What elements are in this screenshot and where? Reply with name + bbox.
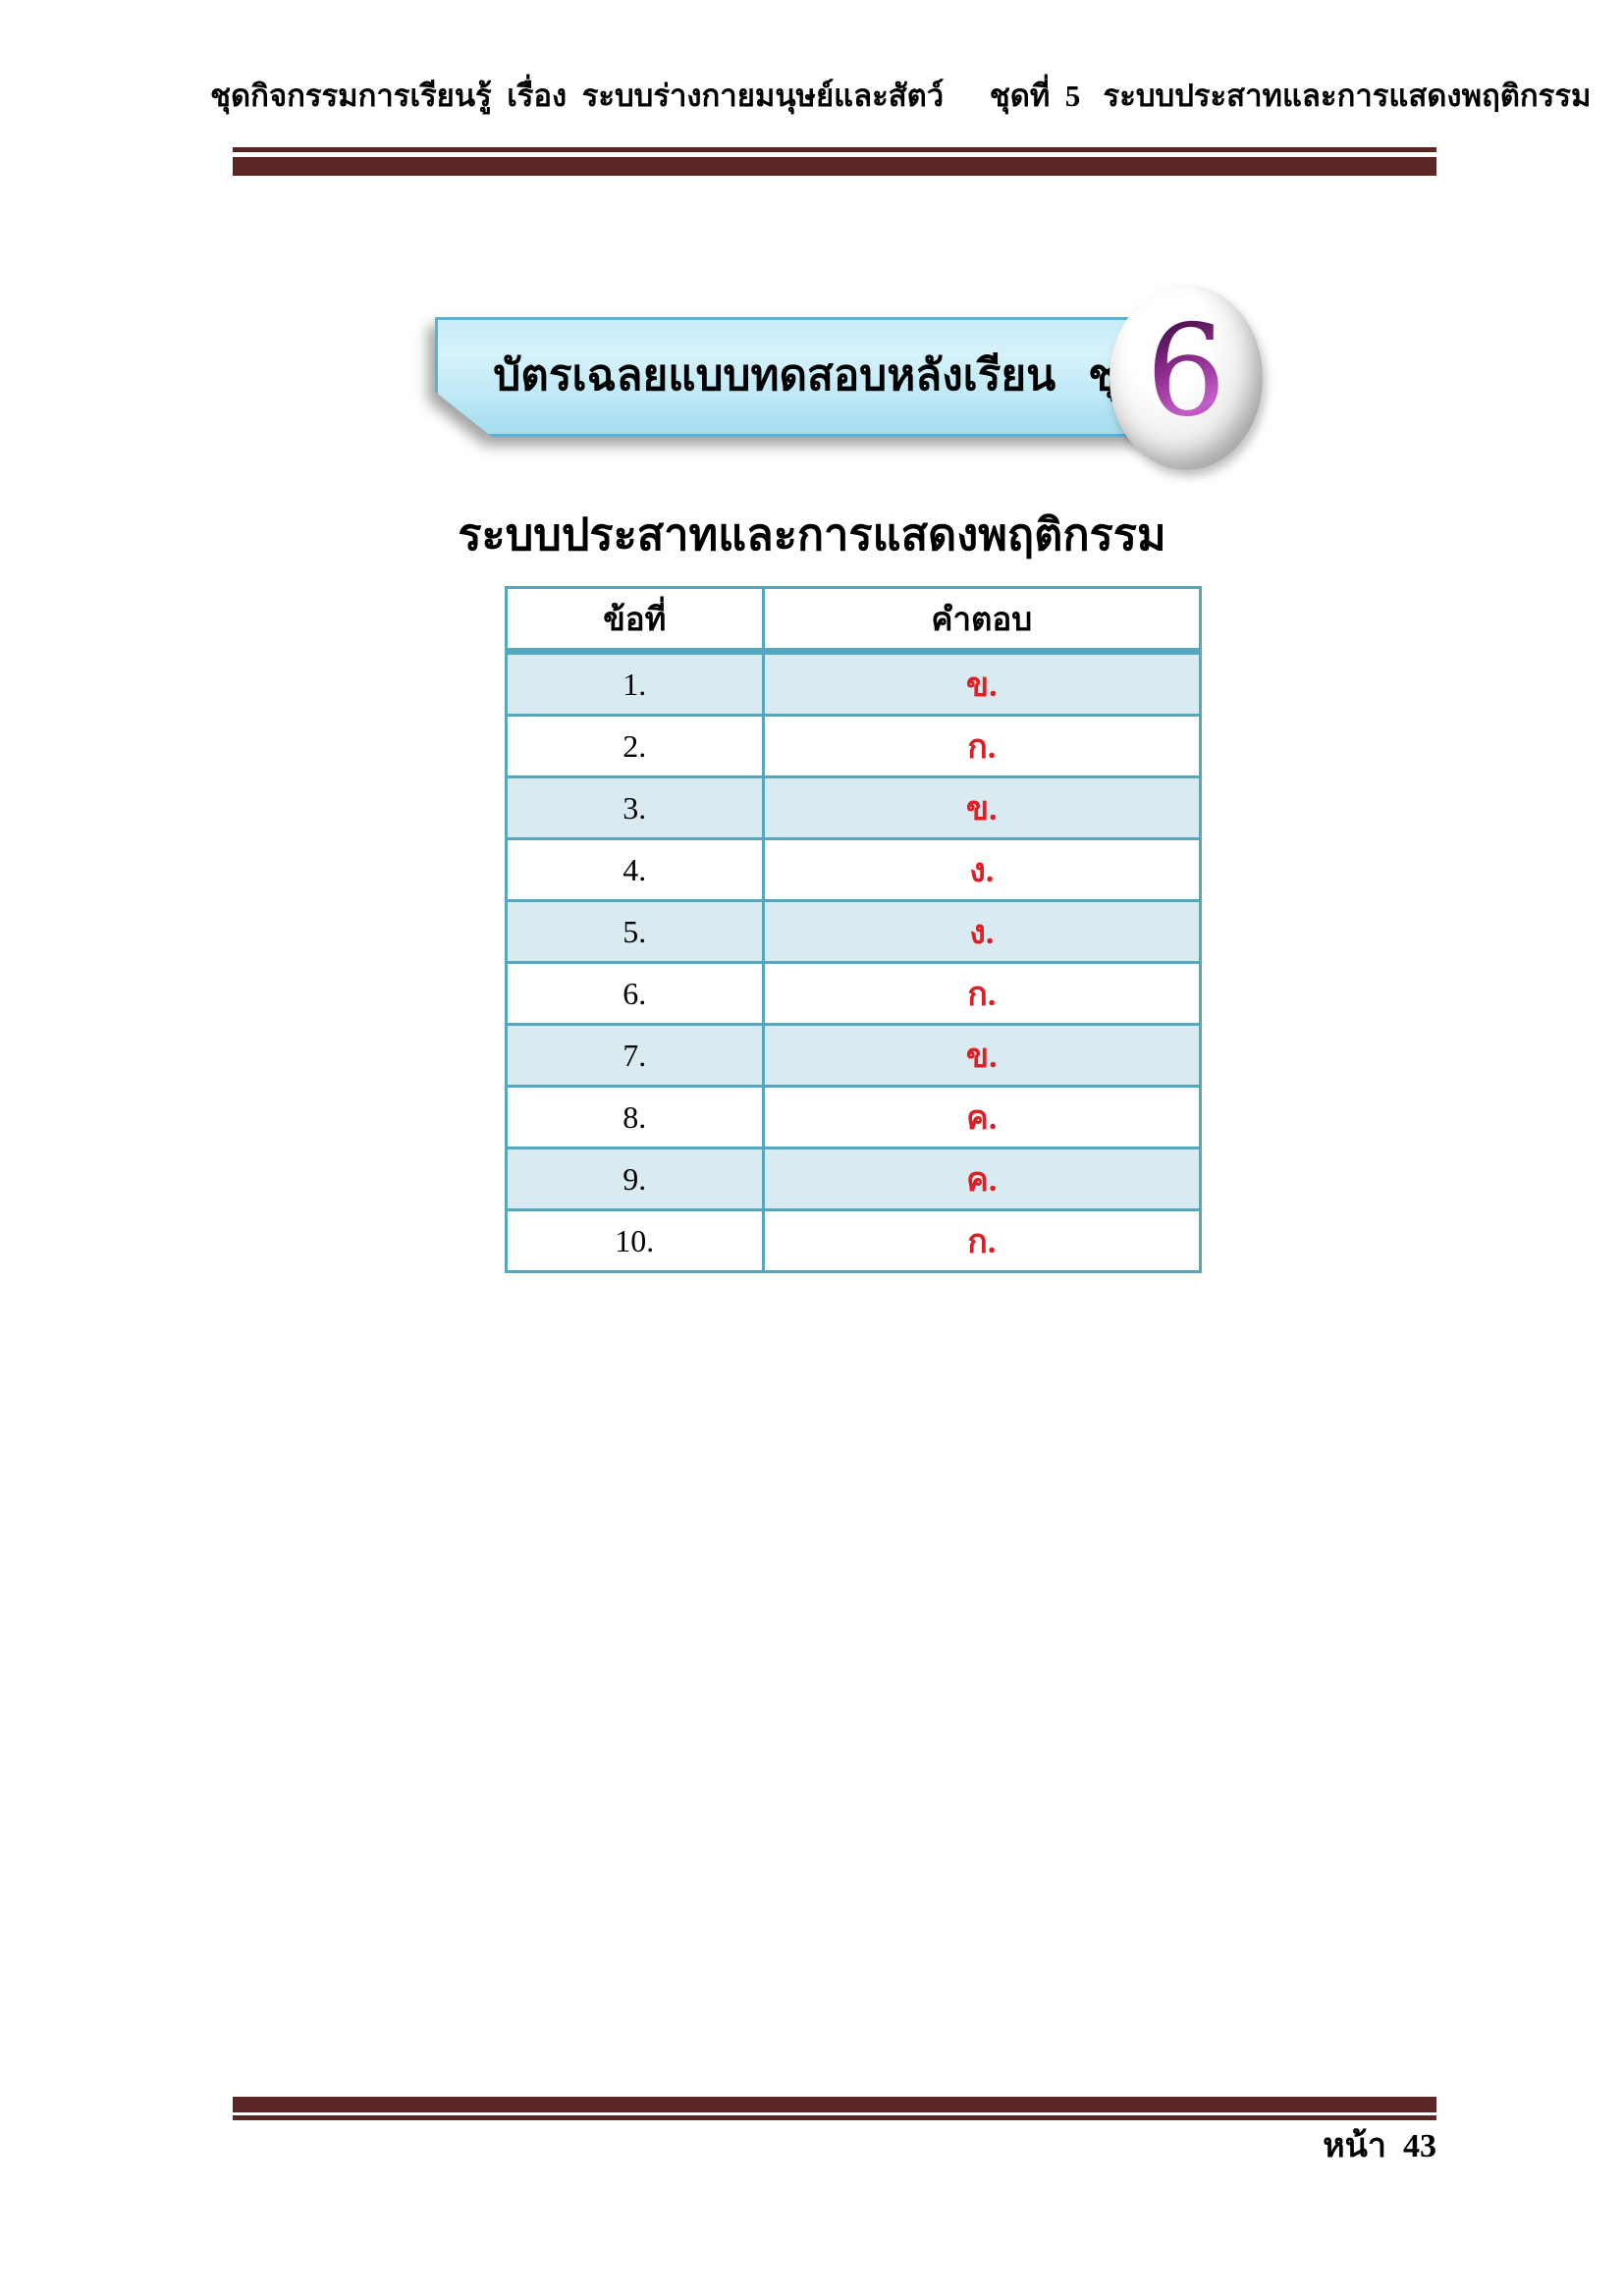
question-number-cell: 7.	[505, 1023, 765, 1088]
table-row: 3. ข.	[505, 775, 1203, 840]
page-number: หน้า 43	[233, 2118, 1436, 2171]
question-number-cell: 9.	[505, 1147, 765, 1211]
table-row: 6. ก.	[505, 961, 1203, 1026]
answer-cell: ข.	[761, 650, 1203, 717]
table-row: 4. ง.	[505, 837, 1203, 902]
answer-cell: ข.	[761, 1023, 1203, 1088]
question-number-cell: 2.	[505, 714, 765, 778]
table-row: 9. ค.	[505, 1147, 1203, 1211]
answer-cell: ก.	[761, 1208, 1203, 1273]
question-number-cell: 6.	[505, 961, 765, 1026]
answer-card-banner-label: บัตรเฉลยแบบทดสอบหลังเรียน ชุดที่	[493, 351, 1174, 400]
table-header-row: ข้อที่ คำตอบ	[505, 586, 1203, 655]
page-number-value: 43	[1403, 2128, 1436, 2164]
answer-card-banner: บัตรเฉลยแบบทดสอบหลังเรียน ชุดที่	[435, 317, 1232, 437]
answer-card-banner-shape: บัตรเฉลยแบบทดสอบหลังเรียน ชุดที่	[435, 317, 1232, 437]
answer-cell: ค.	[761, 1147, 1203, 1211]
section-title: ระบบประสาทและการแสดงพฤติกรรม	[458, 510, 1166, 560]
answer-cell: ง.	[761, 837, 1203, 902]
answer-table-body: 1. ข. 2. ก. 3. ข. 4. ง. 5. ง. 6. ก. 7. ข. 8. ค. 9. ค. 10. ก…	[505, 650, 1203, 1273]
answer-cell: ก.	[761, 961, 1203, 1026]
table-row: 5. ง.	[505, 899, 1203, 964]
table-row: 2. ก.	[505, 714, 1203, 778]
answer-cell: ข.	[761, 775, 1203, 840]
column-header-answer: คำตอบ	[761, 586, 1203, 655]
header-divider-thick-bar	[233, 157, 1436, 176]
table-row: 7. ข.	[505, 1023, 1203, 1088]
table-row: 10. ก.	[505, 1208, 1203, 1273]
footer-divider-thin-line	[233, 2115, 1436, 2120]
answer-cell: ค.	[761, 1085, 1203, 1149]
page-header-title: ชุดกิจกรรมการเรียนรู้ เรื่อง ระบบร่างกาย…	[210, 79, 1592, 113]
question-number-cell: 4.	[505, 837, 765, 902]
answer-cell: ก.	[761, 714, 1203, 778]
question-number-cell: 5.	[505, 899, 765, 964]
answer-key-table: ข้อที่ คำตอบ 1. ข. 2. ก. 3. ข. 4. ง. 5. ง. 6. ก. 7. ข…	[505, 586, 1203, 1273]
question-number-cell: 3.	[505, 775, 765, 840]
answer-cell: ง.	[761, 899, 1203, 964]
question-number-cell: 10.	[505, 1208, 765, 1273]
set-number-badge-value: 6	[1146, 298, 1226, 445]
table-row: 1. ข.	[505, 650, 1203, 717]
set-number-badge: 6	[1110, 286, 1263, 470]
column-header-question-number: ข้อที่	[505, 586, 765, 655]
footer-divider-thick-bar	[233, 2097, 1436, 2112]
question-number-cell: 8.	[505, 1085, 765, 1149]
question-number-cell: 1.	[505, 650, 765, 717]
header-divider-thin-line	[233, 147, 1436, 152]
page-number-label: หน้า	[1323, 2128, 1386, 2164]
footer-divider	[233, 2097, 1436, 2120]
table-row: 8. ค.	[505, 1085, 1203, 1149]
header-divider	[233, 147, 1436, 176]
